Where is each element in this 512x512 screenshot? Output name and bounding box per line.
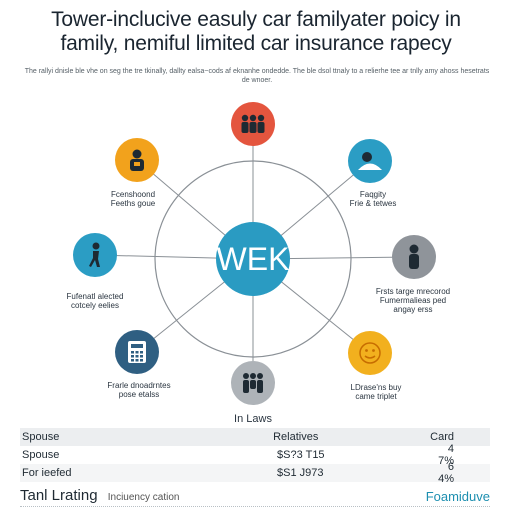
node-label-upper-left: Fcenshoond Feeths goue — [110, 190, 156, 208]
smiley-icon — [359, 342, 381, 364]
person-walking-icon — [89, 242, 100, 267]
footer-divider — [20, 506, 490, 510]
node-label-left: Fufenatl alected cotcely eelies — [66, 292, 124, 310]
table-header-cell: Spouse — [22, 431, 60, 443]
table-cell: $S1 J973 — [277, 467, 324, 479]
table-header-cell: Card — [430, 431, 454, 443]
person-care-icon — [358, 152, 382, 170]
table-row: Spouse $S?3 T15 4 7% — [20, 443, 490, 467]
table-cell: For ieefed — [22, 467, 72, 479]
hub-circle — [216, 222, 290, 296]
table-cell: Spouse — [22, 449, 60, 461]
table-header-row: Spouse Relatives Card — [20, 428, 490, 446]
person-icon — [409, 244, 419, 269]
page-title: Tower-inclucive easuly car familyater po… — [0, 8, 512, 56]
node-group — [73, 102, 436, 405]
summary-table: Spouse Relatives Card Spouse $S?3 T15 4 … — [20, 428, 490, 485]
calculator-icon — [128, 341, 146, 363]
people-group-icon — [241, 114, 265, 133]
hub-label: WEK — [217, 241, 290, 277]
footer-caption: Inciuency cation — [107, 492, 180, 503]
node-lower-right — [348, 331, 392, 375]
table-header-cell: Relatives — [273, 431, 319, 443]
orbit-ring — [154, 160, 352, 358]
footer-title: Tanl Lrating — [20, 487, 98, 504]
table-cell: 6 4% — [438, 461, 454, 485]
node-label-lower-left: Frarle dnoadrntes pose etalss — [107, 381, 171, 399]
title-line-2: family, nemiful limited car insurance ra… — [60, 32, 452, 55]
table-cell: $S?3 T15 — [277, 449, 325, 461]
title-line-1: Tower-inclucive easuly car familyater po… — [51, 8, 461, 31]
node-label-bottom: In Laws — [234, 413, 272, 425]
table-row: For ieefed $S1 J973 6 4% — [20, 461, 490, 485]
family-icon — [243, 373, 263, 393]
person-badge-icon — [130, 149, 144, 171]
footer-brand: Foamiduve — [425, 489, 490, 504]
subtitle-text: The rallyi dnisle ble vhe on seg the tre… — [24, 68, 490, 84]
node-label-right: Frsts targe mrecorod Fumermalieas ped anga… — [375, 287, 451, 314]
node-label-upper-right: Faqgity Frie & tetwes — [349, 190, 397, 208]
node-label-lower-right: LDrase'ns buy came triplet — [350, 383, 402, 401]
footer-left: Tanl Lrating Inciuency cation — [20, 487, 179, 504]
table-cell: 4 7% — [438, 443, 454, 467]
